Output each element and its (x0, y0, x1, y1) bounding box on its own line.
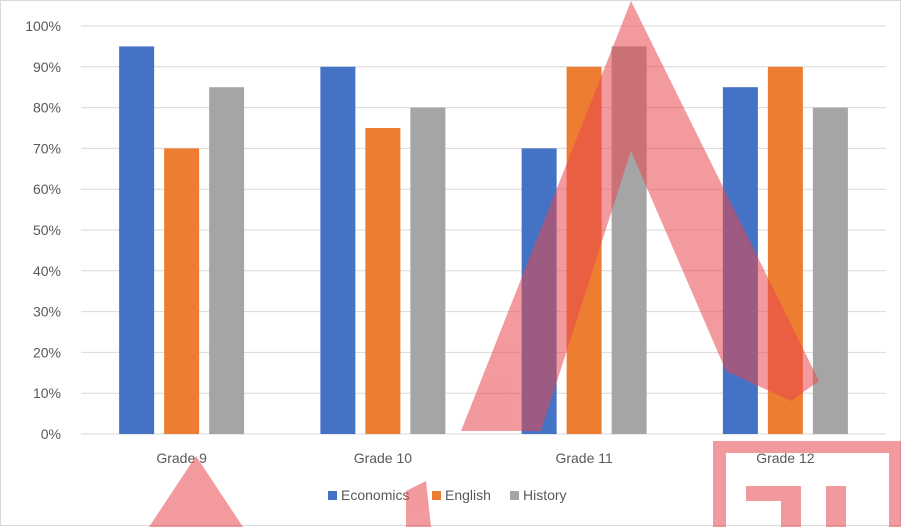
y-tick-label: 20% (33, 344, 61, 360)
bar-history (812, 107, 848, 434)
y-tick-label: 30% (33, 304, 61, 320)
legend-swatch-history (510, 491, 519, 500)
x-tick-label: Grade 10 (354, 450, 413, 466)
y-tick-label: 10% (33, 385, 61, 401)
bar-english (365, 128, 401, 434)
legend-label-economics: Economics (341, 487, 409, 503)
legend: Economics English History (328, 487, 567, 503)
y-tick-label: 100% (25, 18, 61, 34)
bar-economics (320, 66, 356, 435)
y-tick-label: 50% (33, 222, 61, 238)
watermark-letter-a (149, 456, 243, 527)
bar-english (164, 148, 200, 434)
legend-label-history: History (523, 487, 567, 503)
legend-swatch-economics (328, 491, 337, 500)
y-tick-label: 40% (33, 263, 61, 279)
y-tick-label: 0% (41, 426, 61, 442)
legend-label-english: English (445, 487, 491, 503)
bar-economics (119, 46, 155, 435)
x-tick-label: Grade 12 (756, 450, 815, 466)
bar-history (410, 107, 446, 434)
bar-history (209, 87, 245, 434)
legend-swatch-english (432, 491, 441, 500)
watermark-letter-fragment (406, 481, 431, 527)
x-tick-label: Grade 11 (555, 450, 613, 466)
watermark-logo (149, 1, 901, 527)
watermark-letter-fragment (826, 486, 846, 527)
y-tick-label: 90% (33, 59, 61, 75)
watermark-box (713, 441, 901, 527)
y-tick-label: 70% (33, 140, 61, 156)
watermark-letter-fragment (746, 486, 801, 527)
y-tick-label: 80% (33, 100, 61, 116)
y-tick-label: 60% (33, 181, 61, 197)
watermark-triangle (461, 1, 819, 431)
y-axis: 0% 10% 20% 30% 40% 50% 60% 70% 80% 90% 100% (25, 18, 61, 442)
